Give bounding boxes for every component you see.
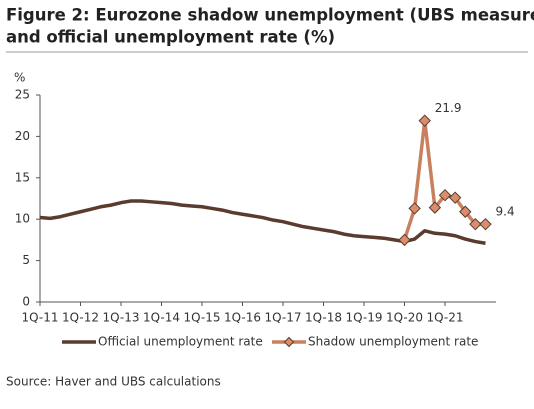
source: Source: Haver and UBS calculations	[6, 375, 221, 389]
marker	[418, 114, 431, 127]
x-tick-label: 1Q-13	[102, 311, 139, 325]
x-tick-label: 1Q-12	[62, 311, 99, 325]
marker	[408, 202, 421, 215]
x-tick-label: 1Q-16	[224, 311, 261, 325]
marker	[448, 191, 462, 204]
y-axis-label: %	[14, 71, 25, 85]
x-tick-label: 1Q-17	[264, 311, 301, 325]
marker	[428, 201, 442, 214]
x-tick-label: 1Q-15	[183, 311, 220, 325]
legend-label: Official unemployment rate	[98, 335, 263, 349]
y-tick-label: 25	[15, 88, 30, 102]
series-line	[39, 199, 486, 245]
legend-marker	[283, 336, 295, 348]
legend-label: Shadow unemployment rate	[308, 335, 478, 349]
x-tick-label: 1Q-20	[386, 311, 423, 325]
y-tick-label: 15	[15, 170, 30, 184]
chart-title: and official unemployment rate (%)	[6, 28, 335, 47]
x-tick-label: 1Q-14	[143, 311, 180, 325]
x-tick-label: 1Q-11	[21, 311, 58, 325]
y-tick-label: 0	[22, 295, 30, 309]
data-label: 21.9	[435, 101, 462, 115]
x-tick-label: 1Q-21	[426, 311, 463, 325]
marker	[459, 205, 472, 218]
marker	[438, 188, 452, 202]
x-tick-label: 1Q-18	[305, 311, 342, 325]
chart-title: Figure 2: Eurozone shadow unemployment (…	[6, 6, 534, 25]
data-label: 9.4	[496, 205, 515, 219]
y-tick-label: 5	[22, 253, 30, 267]
marker	[469, 217, 482, 231]
y-tick-label: 20	[15, 129, 30, 143]
x-tick-label: 1Q-19	[345, 311, 382, 325]
marker	[398, 233, 411, 247]
y-tick-label: 10	[15, 212, 30, 226]
marker	[479, 217, 492, 231]
